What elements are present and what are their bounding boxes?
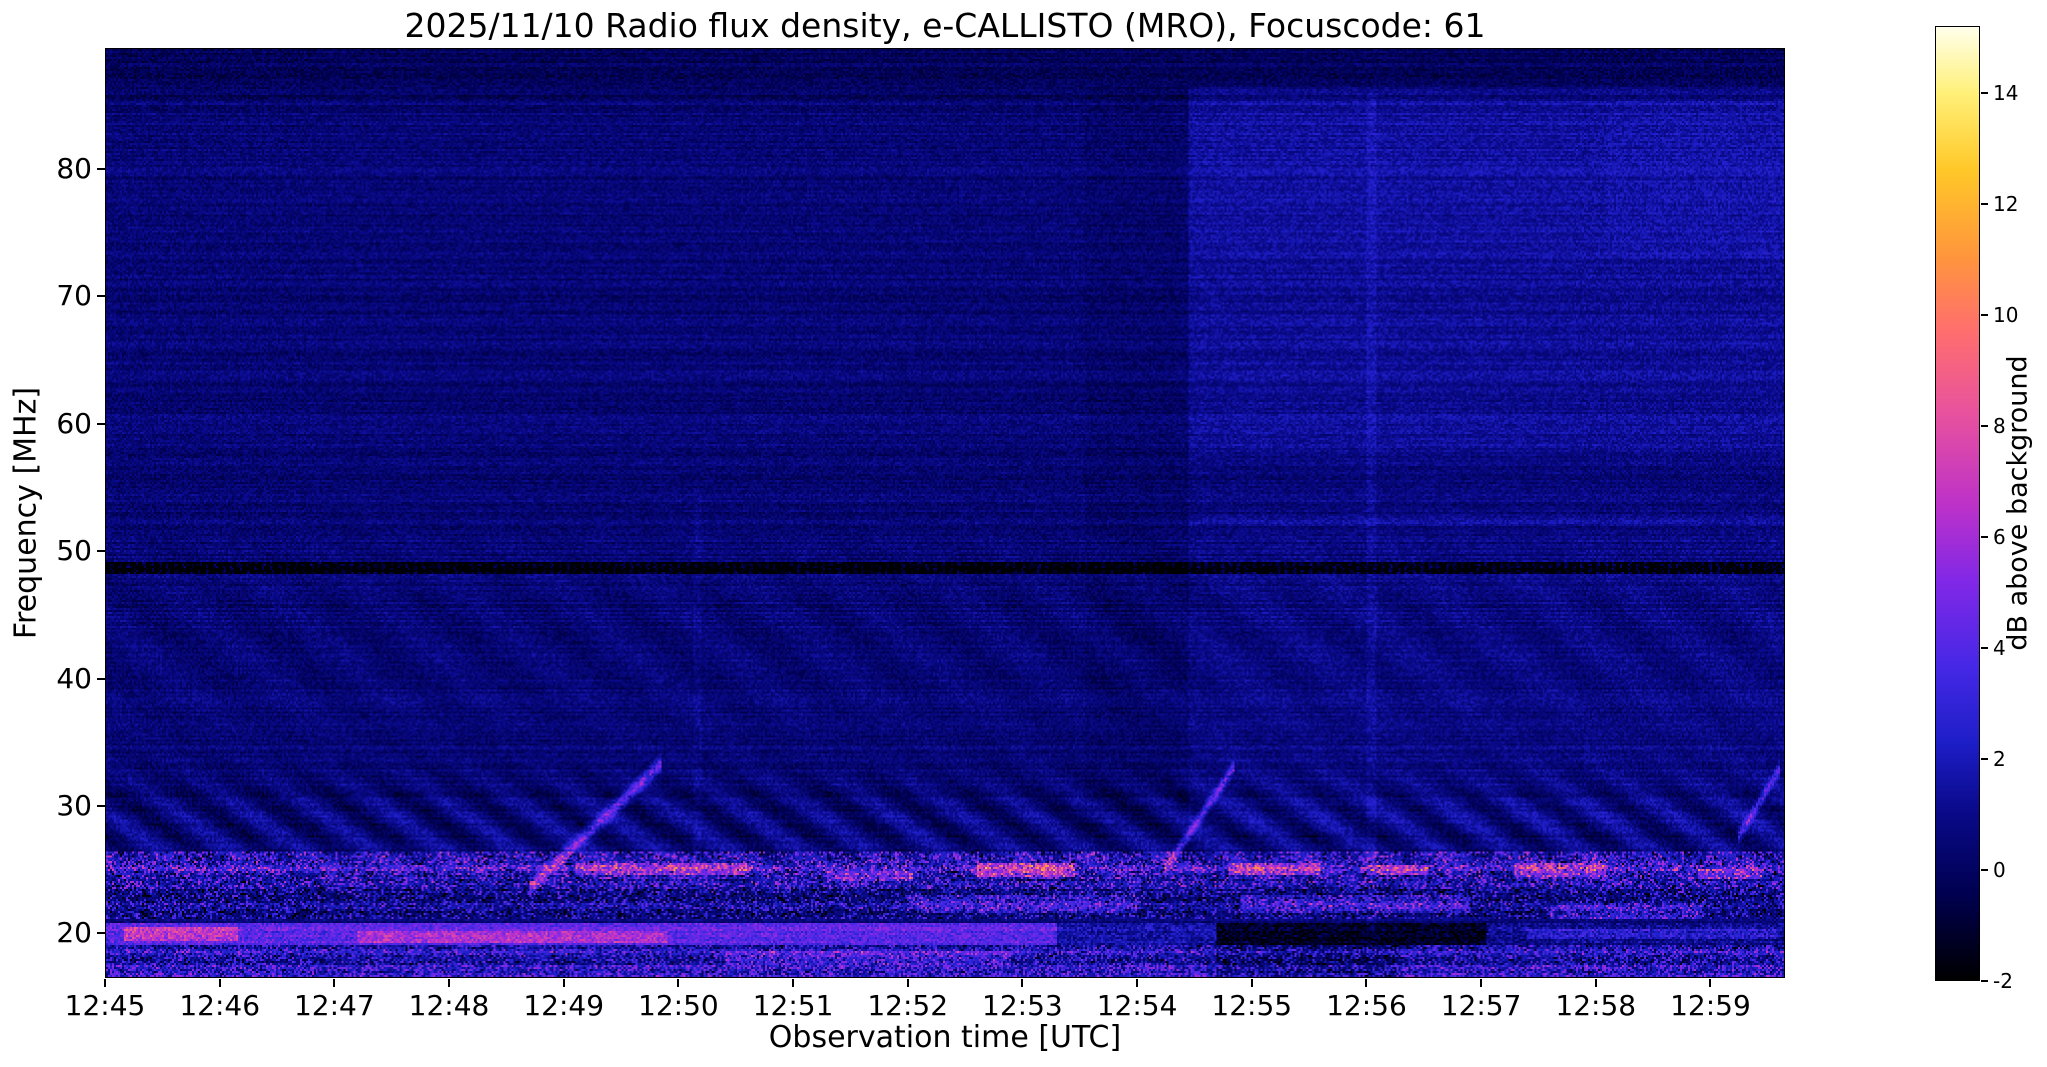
x-tick-label: 12:57: [1440, 989, 1522, 1022]
y-tick-label: 60: [56, 406, 92, 440]
spectrogram-canvas: [106, 49, 1784, 977]
x-tick-label: 12:53: [982, 989, 1063, 1022]
colorbar-tick-label: 8: [1993, 413, 2006, 438]
colorbar-tick-label: 2: [1993, 746, 2006, 771]
x-tick-label: 12:47: [293, 989, 375, 1022]
colorbar-tick-label: 10: [1993, 302, 2019, 327]
x-tick-mark: [1021, 979, 1024, 987]
y-tick-label: 50: [56, 534, 92, 568]
x-tick-mark: [218, 979, 221, 987]
x-tick-mark: [677, 979, 680, 987]
x-tick-label: 12:56: [1326, 989, 1407, 1022]
x-tick-mark: [448, 979, 451, 987]
x-tick-mark: [1365, 979, 1368, 987]
plot-area: [105, 48, 1785, 978]
y-tick-mark: [97, 805, 105, 807]
colorbar-tick-mark: [1981, 646, 1988, 649]
colorbar: [1935, 26, 1980, 981]
colorbar-gradient: [1936, 27, 1979, 980]
x-tick-label: 12:45: [64, 989, 146, 1022]
y-tick-mark: [97, 677, 105, 680]
colorbar-tick-mark: [1981, 202, 1988, 205]
colorbar-tick-label: -2: [1993, 969, 2013, 993]
y-tick-label: 80: [56, 152, 92, 186]
x-tick-label: 12:46: [179, 989, 261, 1022]
x-axis-label: Observation time [UTC]: [768, 1020, 1122, 1055]
x-tick-label: 12:59: [1670, 989, 1751, 1022]
x-tick-mark: [333, 979, 336, 987]
x-tick-label: 12:50: [638, 989, 719, 1022]
x-tick-label: 12:48: [408, 989, 490, 1022]
colorbar-tick-mark: [1981, 535, 1988, 538]
y-tick-mark: [97, 550, 105, 553]
colorbar-tick-mark: [1981, 757, 1988, 760]
x-tick-mark: [1250, 979, 1253, 987]
y-tick-label: 70: [56, 279, 92, 313]
y-tick-mark: [97, 168, 105, 171]
x-tick-label: 12:55: [1211, 989, 1293, 1022]
x-tick-mark: [1136, 979, 1139, 987]
x-tick-label: 12:52: [867, 989, 949, 1022]
x-tick-mark: [562, 979, 565, 987]
y-tick-mark: [97, 932, 105, 935]
y-tick-mark: [97, 422, 105, 425]
colorbar-tick-label: 14: [1993, 80, 2019, 105]
chart-title: 2025/11/10 Radio flux density, e-CALLIST…: [404, 6, 1486, 45]
y-tick-label: 20: [56, 916, 92, 950]
colorbar-tick-mark: [1981, 980, 1988, 982]
y-tick-label: 40: [56, 661, 92, 695]
y-tick-mark: [97, 295, 105, 298]
colorbar-tick-mark: [1981, 91, 1988, 94]
x-tick-mark: [1480, 979, 1483, 987]
y-tick-label: 30: [56, 789, 92, 822]
x-tick-label: 12:49: [523, 989, 605, 1022]
x-tick-mark: [906, 979, 909, 987]
x-tick-label: 12:51: [752, 989, 834, 1022]
x-tick-label: 12:54: [1096, 989, 1178, 1022]
colorbar-tick-label: 6: [1993, 524, 2006, 549]
x-tick-mark: [1709, 979, 1712, 987]
colorbar-tick-mark: [1981, 424, 1988, 427]
x-tick-label: 12:58: [1555, 989, 1637, 1022]
colorbar-tick-mark: [1981, 313, 1988, 316]
colorbar-tick-label: 4: [1993, 635, 2006, 660]
colorbar-tick-label: 12: [1993, 191, 2019, 216]
x-tick-mark: [104, 979, 106, 987]
colorbar-tick-mark: [1981, 868, 1988, 871]
x-tick-mark: [792, 979, 795, 987]
colorbar-label: dB above background: [2002, 355, 2034, 651]
colorbar-tick-label: 0: [1993, 857, 2006, 882]
x-tick-mark: [1594, 979, 1597, 987]
